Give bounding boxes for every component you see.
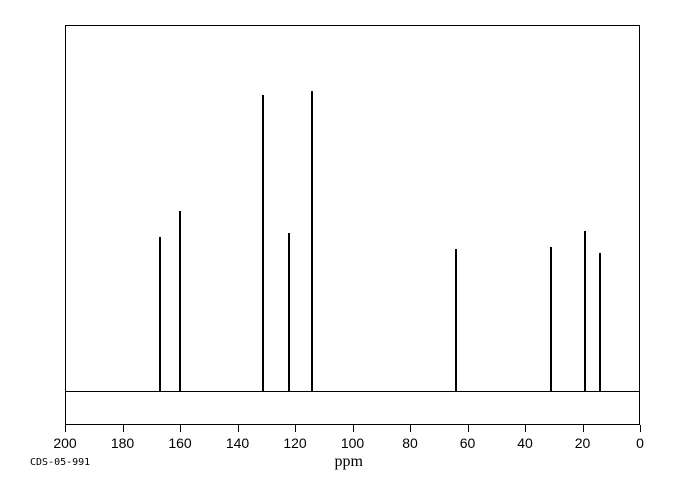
peak (288, 233, 290, 392)
x-tick-label: 60 (460, 435, 476, 451)
x-tick (238, 425, 239, 432)
x-tick-label: 0 (636, 435, 644, 451)
x-tick-label: 100 (341, 435, 364, 451)
x-tick-label: 20 (575, 435, 591, 451)
x-tick (295, 425, 296, 432)
x-tick-label: 200 (53, 435, 76, 451)
peak (599, 253, 601, 392)
x-tick (525, 425, 526, 432)
x-tick (65, 425, 66, 432)
x-axis-label: ppm (335, 453, 363, 471)
baseline (65, 391, 640, 392)
x-tick-label: 180 (111, 435, 134, 451)
peak (584, 231, 586, 392)
x-tick (583, 425, 584, 432)
x-tick (640, 425, 641, 432)
footer-code: CDS-05-991 (30, 457, 90, 468)
x-tick-label: 140 (226, 435, 249, 451)
x-tick (123, 425, 124, 432)
nmr-chart-container: 200180160140120100806040200 ppm CDS-05-9… (0, 0, 680, 500)
x-tick-label: 80 (402, 435, 418, 451)
x-tick (468, 425, 469, 432)
peak (179, 211, 181, 392)
x-tick-label: 120 (283, 435, 306, 451)
peak (550, 247, 552, 392)
x-tick-label: 160 (168, 435, 191, 451)
x-tick-label: 40 (517, 435, 533, 451)
peak (455, 249, 457, 392)
peak (311, 91, 313, 392)
x-tick (180, 425, 181, 432)
x-tick (410, 425, 411, 432)
peak (159, 237, 161, 392)
x-tick (353, 425, 354, 432)
plot-area (65, 25, 640, 425)
peak (262, 95, 264, 392)
